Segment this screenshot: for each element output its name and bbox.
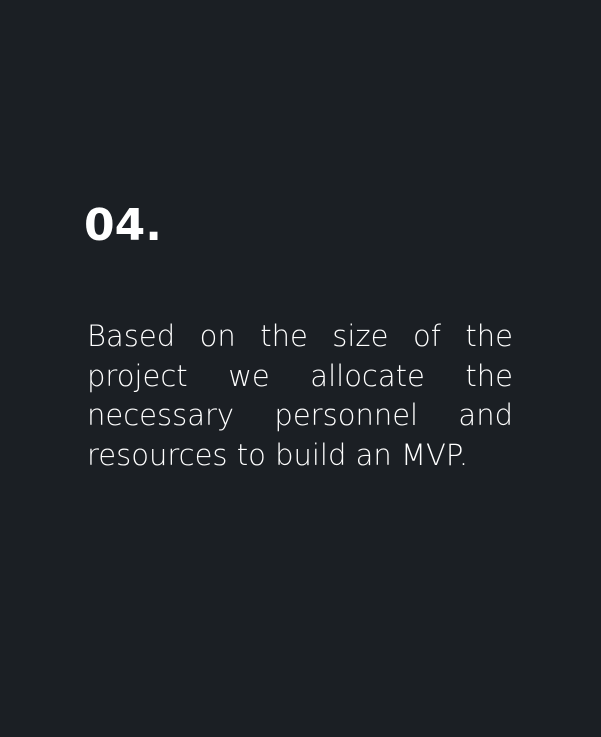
step-number: 04. <box>84 200 162 251</box>
step-description: Based on the size of the project we allo… <box>87 319 513 472</box>
